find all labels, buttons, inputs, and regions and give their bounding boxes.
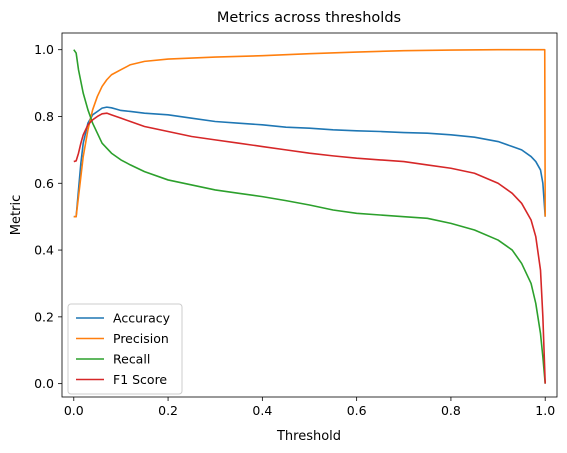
x-tick-label: 0.4 (252, 403, 272, 418)
legend-label: F1 Score (113, 372, 167, 387)
x-tick-label: 0.0 (64, 403, 84, 418)
series-line-accuracy (73, 106, 547, 218)
x-tick-label: 0.8 (441, 403, 461, 418)
legend-label: Recall (113, 352, 150, 367)
legend-label: Accuracy (113, 311, 171, 326)
x-tick-label: 0.2 (158, 403, 178, 418)
chart-title: Metrics across thresholds (217, 10, 401, 26)
x-tick-label: 1.0 (535, 403, 555, 418)
y-tick-label: 0.8 (34, 109, 54, 124)
y-tick-label: 0.6 (34, 176, 54, 191)
series-line-precision (73, 48, 547, 218)
x-axis-label: Threshold (276, 429, 341, 444)
legend-label: Precision (113, 331, 169, 346)
y-tick-label: 1.0 (34, 42, 54, 57)
axes-frame (61, 32, 558, 398)
y-tick-label: 0.0 (34, 376, 54, 391)
legend-box (67, 303, 183, 395)
legend: Accuracy Precision Recall F1 Score (67, 303, 183, 395)
y-tick-label: 0.2 (34, 309, 54, 324)
x-axis-ticks: 0.0 0.2 0.4 0.6 0.8 1.0 (64, 397, 555, 418)
y-axis-ticks: 0.0 0.2 0.4 0.6 0.8 1.0 (34, 42, 62, 391)
series-lines (73, 48, 547, 384)
series-line-f1-score (73, 112, 547, 384)
series-line-recall (73, 49, 547, 384)
y-tick-label: 0.4 (34, 243, 54, 258)
x-tick-label: 0.6 (347, 403, 367, 418)
y-axis-label: Metric (9, 195, 24, 235)
